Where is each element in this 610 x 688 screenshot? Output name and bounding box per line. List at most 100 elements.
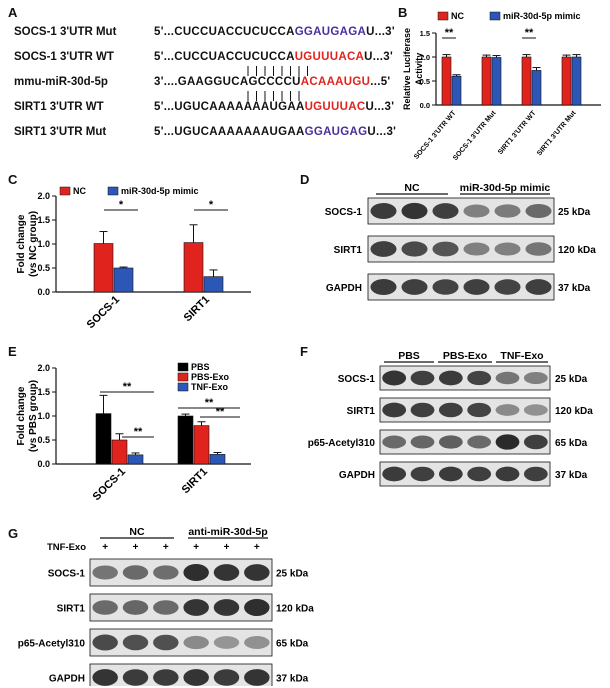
legend-label: TNF-Exo (191, 382, 229, 392)
y-axis-label-line: Relative Luciferase (402, 28, 412, 110)
seq-pre: 5'...CUCCUACCUCUCCA (154, 51, 295, 63)
blot-strip (379, 365, 551, 391)
protein-label: SIRT1 (347, 406, 376, 417)
blot-band (244, 636, 270, 649)
bar (93, 243, 114, 293)
blot-band (525, 279, 552, 295)
blot-band (213, 564, 240, 581)
y-tick-label: 1.5 (37, 387, 50, 397)
significance-marker: ** (123, 381, 132, 393)
blot-band (432, 241, 459, 257)
blot-band (494, 242, 521, 256)
protein-label: GAPDH (326, 283, 362, 294)
protein-label: p65-Acetyl310 (308, 438, 376, 449)
blot-band (432, 203, 459, 219)
bar (441, 56, 452, 106)
seq-highlight: GGAUGAGA (294, 26, 367, 38)
category-label: SOCS-1 (91, 466, 128, 503)
significance-marker: * (119, 199, 124, 211)
blot-band (495, 371, 520, 385)
panel-letter-b: B (398, 5, 408, 20)
treatment-sign: + (133, 542, 139, 553)
y-tick-label: 0.5 (420, 77, 430, 86)
blot-band (370, 241, 397, 257)
blot-band (370, 203, 397, 219)
y-tick-label: 0.0 (37, 287, 50, 297)
protein-label: SOCS-1 (325, 207, 363, 218)
category-label: SOCS-1 (85, 294, 122, 331)
y-tick-label: 0.0 (37, 459, 50, 469)
bar (183, 242, 204, 293)
blot-band (467, 466, 492, 482)
y-tick-label: 1.5 (420, 29, 430, 38)
seq-post: U...3' (365, 101, 395, 113)
category-label: SIRT1 (180, 466, 211, 497)
blot-band (183, 669, 209, 686)
bar (177, 415, 194, 465)
group-label: anti-miR-30d-5p (188, 526, 267, 538)
y-tick-label: 1.0 (420, 53, 430, 62)
group-label: TNF-Exo (500, 350, 543, 362)
y-tick-label: 1.5 (37, 215, 50, 225)
legend-label: NC (451, 11, 464, 21)
kda-label: 25 kDa (276, 569, 309, 580)
significance-marker: ** (205, 397, 214, 409)
blot-band (525, 204, 552, 218)
category-label: SIRT1 3'UTR Mut (536, 109, 578, 157)
chart-e-fold-change: 0.0 0.5 1.0 1.5 2.0 Fold change(vs PBS group)… (16, 362, 251, 503)
seq-pre: 5'...UGUCAAAAAAAUGAA (154, 126, 305, 138)
seq-pre: 5'...CUCCUACCUCUCCA (154, 26, 295, 38)
legend-label: miR-30d-5p mimic (503, 11, 581, 21)
kda-label: 120 kDa (555, 406, 593, 417)
category-label: SOCS-1 3'UTR WT (413, 109, 458, 161)
seq-highlight: ACAAAUGU (300, 76, 371, 88)
seq-row-sirt1-mut: SIRT1 3'UTR Mut 5'...UGUCAAAAAAAUGAAGGAUG… (14, 126, 396, 138)
blot-band (494, 204, 521, 218)
protein-label: GAPDH (339, 470, 375, 481)
western-blot-f: PBS PBS-Exo TNF-Exo SOCS-1 25 kDa SIRT1 120 kD… (308, 350, 593, 487)
bar (521, 56, 532, 106)
blot-band (153, 600, 179, 615)
significance-marker: ** (216, 406, 225, 418)
seq-post: U...3' (366, 26, 395, 38)
blot-band (463, 204, 490, 218)
treatment-sign: + (163, 542, 169, 553)
category-label: SIRT1 3'UTR WT (497, 109, 538, 156)
blot-band (438, 435, 463, 449)
y-tick-label: 0.0 (420, 101, 430, 110)
protein-label: SIRT1 (334, 245, 363, 256)
seq-row-mirna: mmu-miR-30d-5p 3'....GAAGGUCAGCCCCUACAAAU… (14, 76, 390, 88)
blot-band (92, 600, 118, 615)
bar (561, 56, 572, 106)
blot-band (213, 599, 240, 616)
group-label: NC (404, 182, 420, 194)
seq-label: SIRT1 3'UTR Mut (14, 126, 107, 138)
protein-label: SOCS-1 (338, 374, 376, 385)
blot-band (463, 279, 490, 295)
bar (95, 413, 112, 465)
blot-band (495, 434, 520, 450)
treatment-sign: + (193, 542, 199, 553)
blot-band (523, 371, 548, 385)
western-blot-d: NC miR-30d-5p mimic SOCS-1 25 kDa SIRT1 120 k… (325, 182, 596, 301)
bar (451, 75, 462, 106)
blot-strip (379, 397, 551, 423)
panel-letter-e: E (8, 344, 17, 359)
blot-strip (89, 628, 273, 657)
group-label: PBS (398, 350, 420, 362)
legend-swatch (489, 11, 501, 21)
seq-pre: 5'...UGUCAAAAAAAUGAA (154, 101, 305, 113)
blot-band (382, 370, 407, 386)
y-axis-label-line: (vs PBS group) (28, 380, 39, 452)
seq-row-socs1-mut: SOCS-1 3'UTR Mut 5'...CUCCUACCUCUCCAGGAUG… (14, 26, 395, 38)
bar (127, 454, 144, 465)
bar (491, 57, 502, 106)
panel-letter-f: F (300, 344, 308, 359)
significance-marker: ** (445, 27, 454, 39)
y-axis-label: Relative Luciferase Activity (402, 28, 424, 110)
y-axis-label: Fold change(vs PBS group) (16, 380, 39, 452)
blot-band (122, 565, 149, 580)
blot-band (370, 279, 397, 295)
blot-band (122, 669, 149, 686)
